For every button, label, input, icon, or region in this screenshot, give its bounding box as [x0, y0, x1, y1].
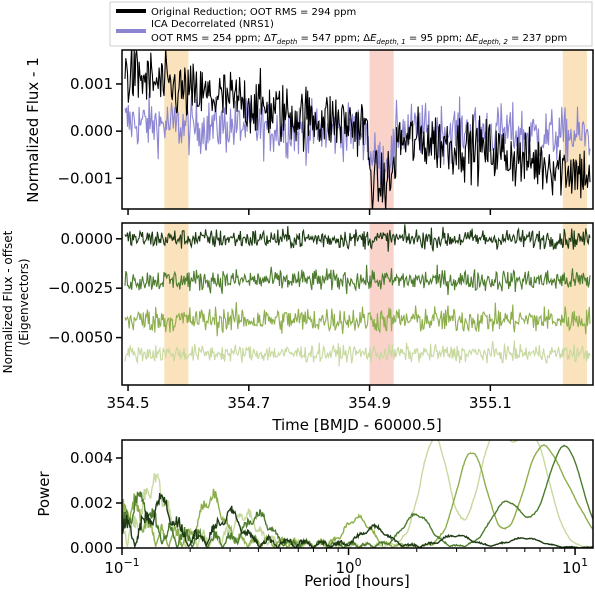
y-tick-label-top-2: −0.001 — [57, 169, 113, 187]
legend: Original Reduction; OOT RMS = 294 ppm IC… — [109, 1, 593, 47]
plot-frame-bottom — [121, 439, 594, 549]
eigenvector-line-2 — [124, 264, 591, 296]
eigenvector-line-4 — [124, 340, 591, 367]
periodogram-line-1 — [122, 493, 593, 548]
plot-frame-top — [121, 49, 594, 210]
legend-label-original: Original Reduction; OOT RMS = 294 ppm — [151, 7, 356, 18]
eigenvector-line-3 — [124, 301, 591, 337]
y-tick-label-bottom-2: 0.004 — [70, 449, 113, 467]
y-tick-label-top-0: 0.001 — [70, 75, 113, 93]
x-tick-label-bottom-1: 100 — [335, 556, 361, 577]
periodogram-line-3 — [122, 444, 593, 548]
x-tick-label-middle-0: 354.5 — [107, 394, 150, 412]
panel-periodogram: 0.000 0.002 0.004 10−1 100 101 Power Period … — [35, 439, 594, 590]
legend-label-ica-stats: OOT RMS = 254 ppm; ΔTdepth = 547 ppm; ΔE… — [151, 33, 567, 46]
periodogram-line-4 — [122, 440, 593, 548]
eigenvector-line-1 — [124, 224, 591, 252]
y-tick-label-bottom-1: 0.002 — [70, 494, 113, 512]
plot-frame-middle — [121, 222, 594, 386]
y-axis-title-middle-line2: (Eigenvectors) — [17, 258, 31, 345]
shaded-band-middle-1 — [369, 223, 394, 385]
y-axis-title-top: Normalized Flux - 1 — [24, 57, 42, 203]
x-axis-title-bottom: Period [hours] — [304, 572, 409, 590]
y-tick-label-top-1: 0.000 — [70, 122, 113, 140]
x-tick-label-bottom-2: 101 — [562, 556, 588, 577]
shaded-band-middle-0 — [164, 223, 189, 385]
y-tick-label-middle-2: −0.0050 — [48, 329, 113, 347]
legend-label-ica: ICA Decorrelated (NRS1) — [151, 19, 274, 30]
series-line-original — [124, 50, 591, 209]
series-line-ica — [124, 92, 591, 188]
x-tick-label-middle-2: 354.9 — [348, 394, 391, 412]
x-tick-label-middle-3: 355.1 — [469, 394, 512, 412]
y-tick-label-bottom-0: 0.000 — [70, 539, 113, 557]
legend-frame — [109, 1, 593, 47]
panel-light-curve: 0.001 0.000 −0.001 Normalized Flux - 1 — [24, 49, 594, 215]
y-axis-title-bottom: Power — [35, 470, 53, 516]
x-axis-title-middle: Time [BMJD - 60000.5] — [271, 416, 441, 434]
y-tick-label-middle-1: −0.0025 — [48, 279, 113, 297]
panel-eigenvectors: 0.0000 −0.0025 −0.0050 354.5 354.7 354.9 355.… — [1, 222, 594, 434]
x-tick-label-bottom-0: 10−1 — [104, 556, 139, 577]
y-axis-title-middle: Normalized Flux - offset — [1, 230, 15, 373]
x-tick-label-middle-1: 354.7 — [227, 394, 270, 412]
y-tick-label-middle-0: 0.0000 — [61, 230, 114, 248]
